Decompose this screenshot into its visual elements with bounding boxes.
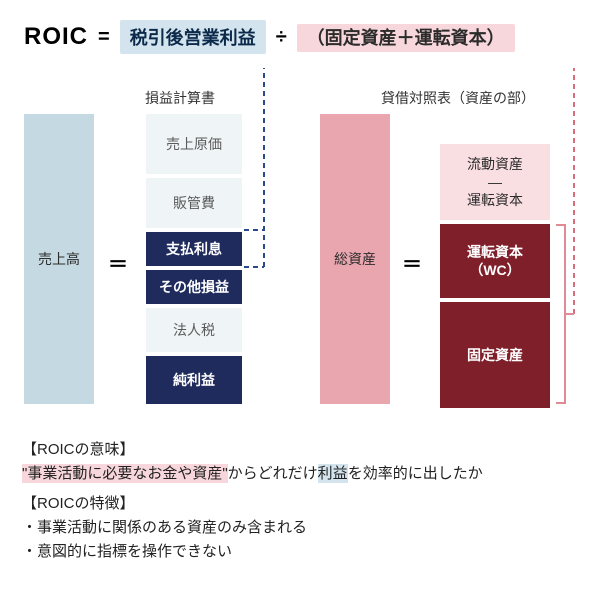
equals-2: ＝ xyxy=(402,248,422,277)
term-capital: 固定資産＋運転資本 xyxy=(325,28,487,48)
assets-breakdown-bar: 流動資産 — 運転資本運転資本 （WC）固定資産 xyxy=(440,144,550,408)
pl-cell: 販管費 xyxy=(146,178,242,228)
asset-cell: 運転資本 （WC） xyxy=(440,224,550,298)
hl-assets-phrase: "事業活動に必要なお金や資産" xyxy=(22,464,228,483)
formula-row: ROIC = 税引後営業利益 ÷ （固定資産＋運転資本） xyxy=(0,0,600,68)
pl-cell: 支払利息 xyxy=(146,232,242,266)
total-assets-bar: 総資産 xyxy=(320,114,390,404)
equals-1: ＝ xyxy=(108,248,128,277)
sales-bar: 売上高 xyxy=(24,114,94,404)
pl-breakdown-bar: 売上原価販管費支払利息その他損益法人税純利益 xyxy=(146,114,242,404)
notes-section: 【ROICの意味】 "事業活動に必要なお金や資産"からどれだけ利益を効率的に出し… xyxy=(0,428,600,574)
pl-cell: 純利益 xyxy=(146,356,242,404)
pl-cell: 売上原価 xyxy=(146,114,242,174)
note-bullet-2: ・意図的に指標を操作できない xyxy=(22,540,578,564)
pl-header: 損益計算書 xyxy=(80,88,280,108)
diagram-area: 損益計算書 貸借対照表（資産の部） 売上高 ＝ 売上原価販管費支払利息その他損益… xyxy=(0,68,600,428)
pl-cell: その他損益 xyxy=(146,270,242,304)
bs-header: 貸借対照表（資産の部） xyxy=(358,88,558,108)
note-heading-feature: 【ROICの特徴】 xyxy=(22,492,578,516)
asset-cell: 固定資産 xyxy=(440,302,550,408)
note-heading-meaning: 【ROICの意味】 xyxy=(22,438,578,462)
hl-profit-word: 利益 xyxy=(318,464,348,483)
term-capital-wrap: （固定資産＋運転資本） xyxy=(297,24,515,50)
pink-bracket xyxy=(556,224,566,404)
asset-cell: 流動資産 — 運転資本 xyxy=(440,144,550,220)
roic-title: ROIC xyxy=(24,23,88,51)
note-bullet-1: ・事業活動に関係のある資産のみ含まれる xyxy=(22,516,578,540)
equals-sign: = xyxy=(98,26,110,49)
sales-cell: 売上高 xyxy=(24,114,94,404)
divide-sign: ÷ xyxy=(276,26,287,49)
lparen: （ xyxy=(307,28,325,48)
rparen: ） xyxy=(487,28,505,48)
total-assets-cell: 総資産 xyxy=(320,114,390,404)
term-nopat: 税引後営業利益 xyxy=(120,20,266,54)
pl-cell: 法人税 xyxy=(146,308,242,352)
note-line-meaning: "事業活動に必要なお金や資産"からどれだけ利益を効率的に出したか xyxy=(22,462,578,486)
